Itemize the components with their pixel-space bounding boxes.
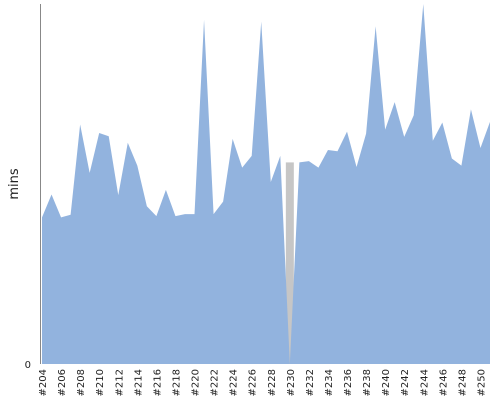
x-tick-label-210: #210 — [95, 369, 106, 396]
x-tick-label-232: #232 — [305, 369, 316, 396]
x-tick-label-226: #226 — [248, 369, 259, 396]
data-point-214[interactable] — [134, 163, 140, 169]
data-point-206[interactable] — [58, 214, 64, 220]
data-point-238[interactable] — [363, 131, 369, 137]
data-point-228[interactable] — [268, 179, 274, 185]
plot-area — [39, 1, 493, 367]
x-tick-labels: #204 #206 #208 #210 #212 #214 #216 #218 #220 #222… — [38, 369, 487, 396]
data-point-230[interactable] — [287, 361, 293, 367]
data-point-250[interactable] — [477, 145, 483, 151]
x-tick-label-228: #228 — [267, 369, 278, 396]
duration-area — [42, 4, 490, 364]
data-point-229[interactable] — [277, 153, 283, 159]
data-point-217[interactable] — [163, 187, 169, 193]
data-point-223[interactable] — [220, 199, 226, 205]
data-point-232[interactable] — [306, 158, 312, 164]
x-tick-label-250: #250 — [476, 369, 487, 396]
x-tick-label-240: #240 — [381, 369, 392, 396]
data-point-207[interactable] — [68, 212, 74, 218]
data-point-204[interactable] — [39, 214, 45, 220]
data-point-216[interactable] — [153, 213, 159, 219]
data-point-248[interactable] — [458, 163, 464, 169]
data-point-218[interactable] — [172, 213, 178, 219]
x-tick-label-222: #222 — [210, 369, 221, 396]
data-point-237[interactable] — [354, 164, 360, 170]
x-tick-label-208: #208 — [76, 369, 87, 396]
x-tick-label-234: #234 — [324, 369, 335, 396]
data-point-220[interactable] — [192, 211, 198, 217]
data-point-211[interactable] — [106, 133, 112, 139]
y-axis-label: mins — [7, 168, 22, 200]
data-point-225[interactable] — [239, 165, 245, 171]
data-point-235[interactable] — [334, 148, 340, 154]
data-point-241[interactable] — [392, 99, 398, 105]
data-point-243[interactable] — [411, 112, 417, 118]
data-point-247[interactable] — [449, 155, 455, 161]
data-point-219[interactable] — [182, 211, 188, 217]
x-tick-label-216: #216 — [152, 369, 163, 396]
data-point-215[interactable] — [144, 203, 150, 209]
x-tick-label-218: #218 — [171, 369, 182, 396]
x-tick-label-236: #236 — [343, 369, 354, 396]
data-point-213[interactable] — [125, 140, 131, 146]
data-point-227[interactable] — [258, 19, 264, 25]
data-point-234[interactable] — [325, 147, 331, 153]
data-point-239[interactable] — [373, 23, 379, 29]
x-tick-label-244: #244 — [419, 369, 430, 396]
x-tick-label-238: #238 — [362, 369, 373, 396]
x-tick-label-206: #206 — [57, 369, 68, 396]
x-tick-label-224: #224 — [229, 369, 240, 396]
data-point-208[interactable] — [77, 121, 83, 127]
data-point-210[interactable] — [96, 130, 102, 136]
x-tick-label-214: #214 — [133, 369, 144, 396]
failed-build-marker-230 — [285, 162, 294, 364]
y-tick-label-0: 0 — [25, 360, 31, 371]
data-point-212[interactable] — [115, 192, 121, 198]
x-tick-label-212: #212 — [114, 369, 125, 396]
data-point-233[interactable] — [315, 165, 321, 171]
data-point-236[interactable] — [344, 129, 350, 135]
data-point-226[interactable] — [249, 153, 255, 159]
data-point-242[interactable] — [401, 134, 407, 140]
data-point-224[interactable] — [230, 136, 236, 142]
data-point-245[interactable] — [430, 138, 436, 144]
data-point-249[interactable] — [468, 106, 474, 112]
x-tick-label-242: #242 — [400, 369, 411, 396]
x-tick-label-230: #230 — [286, 369, 297, 396]
data-point-244[interactable] — [420, 1, 426, 7]
data-point-209[interactable] — [87, 170, 93, 176]
data-point-205[interactable] — [49, 191, 55, 197]
x-tick-label-204: #204 — [38, 369, 49, 396]
data-point-246[interactable] — [439, 119, 445, 125]
data-point-240[interactable] — [382, 127, 388, 133]
data-point-221[interactable] — [201, 17, 207, 23]
x-tick-label-248: #248 — [457, 369, 468, 396]
x-tick-label-246: #246 — [438, 369, 449, 396]
data-point-231[interactable] — [296, 159, 302, 165]
data-point-222[interactable] — [211, 211, 217, 217]
x-tick-label-220: #220 — [191, 369, 202, 396]
data-point-251[interactable] — [487, 119, 493, 125]
